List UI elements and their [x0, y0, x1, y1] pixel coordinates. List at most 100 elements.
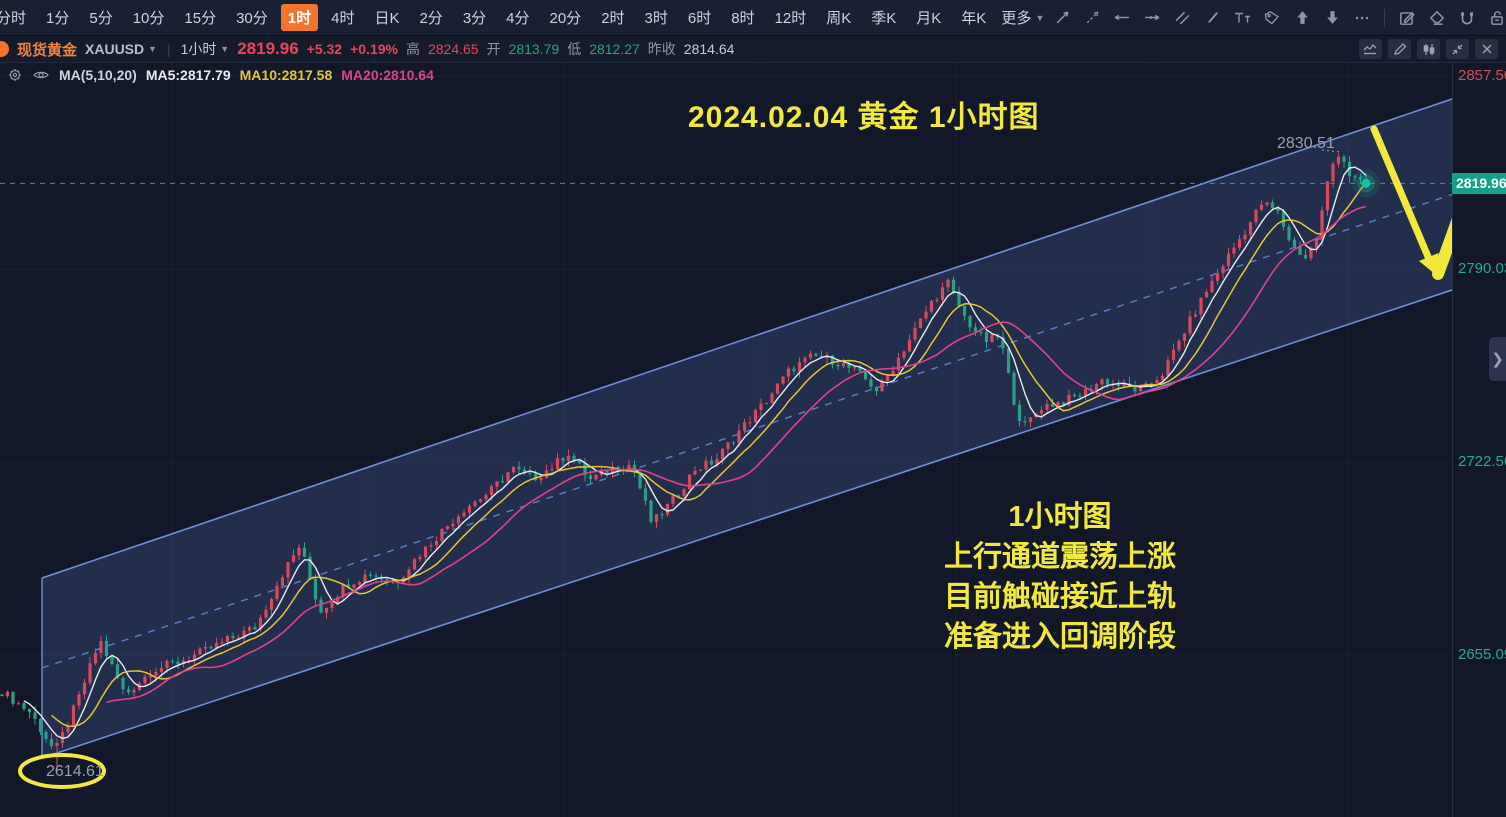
timeframe-5分[interactable]: 5分: [89, 10, 113, 27]
axis-label-2722.56: 2722.56: [1458, 452, 1506, 470]
last-price-marker: [1352, 169, 1380, 198]
draw-icon[interactable]: [1388, 39, 1411, 59]
moving-average-lines: [23, 166, 1367, 740]
timeframe-2时[interactable]: 2时: [601, 10, 625, 27]
ma10-value: MA10:2817.58: [239, 67, 333, 83]
annotation-note-line: 1小时图: [1008, 501, 1112, 533]
parallel-channel-icon[interactable]: [1169, 6, 1195, 30]
current-price-badge: 2819.96: [1452, 172, 1506, 194]
arrow-down-icon[interactable]: [1319, 6, 1345, 30]
interval-select[interactable]: 1小时 ▼: [180, 41, 230, 57]
chart-style-icon[interactable]: [1359, 39, 1382, 59]
open-label: 开: [486, 41, 501, 57]
chevron-down-icon: ▼: [148, 44, 157, 54]
high-value: 2824.65: [427, 41, 479, 57]
instrument-logo-icon: [0, 41, 9, 57]
high-label: 高: [405, 41, 420, 57]
magnet-icon[interactable]: [1454, 6, 1480, 30]
instrument-bar: 现货黄金 XAUUSD ▼ | 1小时 ▼ 2819.96 +5.32 +0.1…: [0, 36, 1506, 63]
timeframe-1分[interactable]: 1分: [46, 10, 70, 27]
annotation-note-line: 准备进入回调阶段: [943, 621, 1176, 653]
swing-low-label: 2614.61: [46, 763, 104, 780]
timeframe-年K[interactable]: 年K: [961, 10, 987, 27]
grid-lines: [0, 63, 1452, 817]
segment-icon[interactable]: [1199, 6, 1225, 30]
timeframe-周K[interactable]: 周K: [826, 10, 852, 27]
price-change-pct: +0.19%: [350, 41, 398, 57]
price-chart-canvas[interactable]: [0, 63, 1452, 817]
side-panel-toggle[interactable]: ❯: [1489, 337, 1506, 381]
settings-gear-icon[interactable]: [7, 67, 23, 83]
prev-close-value: 2814.64: [683, 41, 735, 57]
eraser-icon[interactable]: [1424, 6, 1450, 30]
visibility-eye-icon[interactable]: [32, 67, 50, 83]
edit-icon[interactable]: [1394, 6, 1420, 30]
high-label-connector: [1321, 149, 1341, 153]
last-price: 2819.96: [237, 39, 299, 58]
timeframe-分时[interactable]: 分时: [0, 10, 27, 27]
chart-area[interactable]: MA(5,10,20) MA5:2817.79 MA10:2817.58 MA2…: [0, 63, 1506, 817]
timeframe-20分[interactable]: 20分: [549, 10, 582, 27]
top-toolbar: 分时 1分 5分 10分 15分 30分 1时 4时 日K 2分 3分 4分 20分 2时 3时 6时 8时 12…: [0, 0, 1506, 36]
axis-label-2790.03: 2790.03: [1458, 259, 1506, 277]
annotation-title[interactable]: 2024.02.04 黄金 1小时图: [688, 101, 1040, 134]
price-change: +5.32: [306, 41, 343, 57]
timeframe-bar: 分时 1分 5分 10分 15分 30分 1时 4时 日K 2分 3分 4分 20分 2时 3时 6时 8时 12…: [0, 4, 1049, 31]
open-value: 2813.79: [508, 41, 560, 57]
timeframe-月K[interactable]: 月K: [916, 10, 942, 27]
timeframe-2分[interactable]: 2分: [419, 10, 443, 27]
annotation-note[interactable]: 1小时图 上行通道震荡上涨 目前触碰接近上轨 准备进入回调阶段: [915, 497, 1205, 657]
horizontal-arrow-left-icon[interactable]: [1109, 6, 1135, 30]
instrument-name[interactable]: 现货黄金: [17, 41, 78, 59]
trend-channel-drawing[interactable]: [41, 98, 1452, 759]
axis-label-2857.50: 2857.50: [1458, 67, 1506, 84]
timeframe-3分[interactable]: 3分: [462, 10, 487, 27]
timeframe-季K[interactable]: 季K: [871, 10, 897, 27]
timeframe-more[interactable]: 更多 ▼: [1001, 10, 1045, 27]
chart-controls: [1359, 39, 1506, 59]
instrument-symbol[interactable]: XAUUSD ▼: [85, 41, 157, 57]
annotation-note-line: 上行通道震荡上涨: [943, 541, 1176, 573]
up-arrow-drawing[interactable]: [1432, 174, 1452, 280]
timeframe-15分[interactable]: 15分: [184, 10, 217, 27]
trend-line-icon[interactable]: [1049, 6, 1075, 30]
chevron-right-icon: ❯: [1491, 351, 1504, 368]
ma5-value: MA5:2817.79: [145, 67, 231, 83]
timeframe-10分[interactable]: 10分: [132, 10, 165, 27]
candlestick-icon[interactable]: [1417, 39, 1440, 59]
divider: |: [166, 41, 171, 57]
more-tools-icon[interactable]: [1349, 6, 1375, 30]
low-value: 2812.27: [589, 41, 640, 57]
chevron-down-icon: ▼: [220, 44, 230, 54]
ma-params: MA(5,10,20): [59, 67, 137, 83]
timeframe-1时[interactable]: 1时: [280, 4, 319, 31]
highlight-ellipse-drawing[interactable]: [18, 753, 106, 789]
annotation-note-line: 目前触碰接近上轨: [943, 581, 1176, 613]
prev-close-label: 昨收: [647, 41, 676, 57]
price-axis[interactable]: 2857.50 2790.03 2722.56 2655.09: [1452, 63, 1506, 817]
drawing-toolbar: [1049, 6, 1506, 30]
horizontal-ray-icon[interactable]: [1139, 6, 1165, 30]
dashed-trend-line-icon[interactable]: [1079, 6, 1105, 30]
timeframe-4时[interactable]: 4时: [331, 10, 355, 27]
low-label: 低: [567, 41, 582, 57]
swing-high-label: 2830.51: [1277, 135, 1335, 152]
timeframe-4分[interactable]: 4分: [506, 10, 530, 27]
timeframe-12时[interactable]: 12时: [774, 10, 807, 27]
timeframe-日K[interactable]: 日K: [374, 10, 400, 27]
price-tag-icon[interactable]: [1259, 6, 1285, 30]
timeframe-3时[interactable]: 3时: [644, 10, 668, 27]
text-tool-icon[interactable]: [1229, 6, 1255, 30]
unlock-icon[interactable]: [1484, 6, 1506, 30]
close-icon[interactable]: [1475, 39, 1498, 59]
timeframe-30分[interactable]: 30分: [236, 10, 268, 27]
collapse-icon[interactable]: [1446, 39, 1469, 59]
timeframe-8时[interactable]: 8时: [731, 10, 755, 27]
timeframe-6时[interactable]: 6时: [687, 10, 712, 27]
toolbar-divider: [1384, 8, 1386, 27]
axis-label-2655.09: 2655.09: [1458, 645, 1506, 663]
ma-indicator-legend: MA(5,10,20) MA5:2817.79 MA10:2817.58 MA2…: [7, 67, 434, 83]
ma20-value: MA20:2810.64: [341, 67, 434, 83]
arrow-up-icon[interactable]: [1289, 6, 1315, 30]
